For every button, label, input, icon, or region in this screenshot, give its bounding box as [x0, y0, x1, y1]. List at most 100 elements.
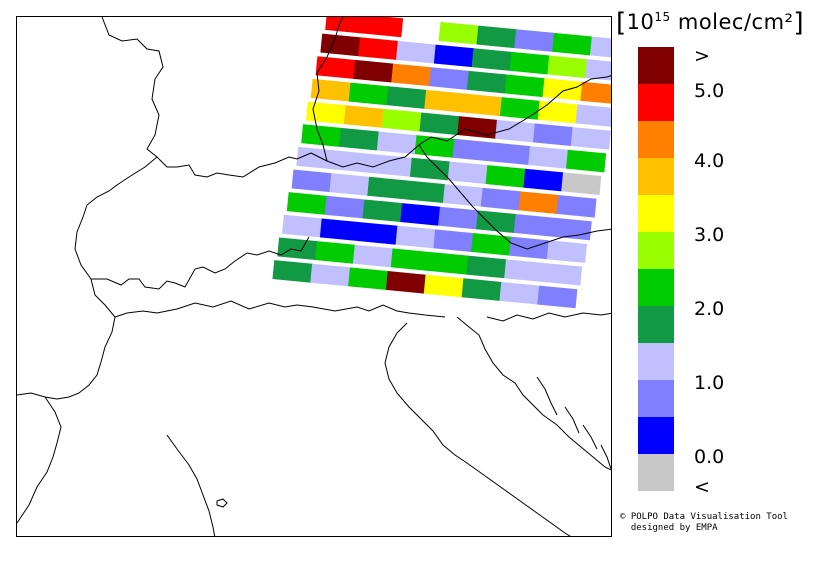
swath-pixel	[471, 233, 512, 256]
legend-tick-label: >	[694, 45, 710, 67]
swath-pixel	[296, 146, 337, 170]
swath-pixel	[306, 101, 347, 125]
legend-tick-label: <	[694, 476, 710, 498]
legend-swatch	[638, 269, 674, 306]
swath-pixel	[542, 78, 583, 101]
swath-pixel	[301, 124, 342, 147]
swath-pixel	[315, 56, 356, 79]
border-slovenia	[486, 312, 611, 322]
legend-tick-label: 5.0	[694, 80, 725, 102]
credit-line-1: © POLPO Data Visualisation Tool	[620, 512, 788, 522]
swath-pixel	[352, 244, 394, 268]
swath-pixel	[585, 59, 611, 82]
swath-pixel	[291, 169, 332, 193]
legend-swatch	[638, 343, 674, 380]
swath-pixel	[565, 149, 607, 173]
swath-pixel	[537, 100, 578, 124]
swath-pixel	[490, 142, 531, 166]
legend-swatch	[638, 158, 674, 195]
legend-title-open-bracket: [	[616, 8, 627, 38]
swath-pixel	[324, 195, 365, 219]
legend-tick-label: 4.0	[694, 150, 725, 172]
border-swiss-south	[74, 156, 310, 290]
swath-pixel	[363, 17, 404, 38]
legend-swatch	[638, 84, 674, 121]
swath-pixel	[329, 173, 370, 196]
swath-pixel	[334, 150, 375, 174]
swath-pixel	[405, 180, 446, 204]
swath-pixel	[570, 127, 611, 150]
croatia-islands	[536, 376, 611, 470]
border-austria	[310, 75, 611, 168]
credit-text: © POLPO Data Visualisation Tool designed…	[620, 512, 788, 534]
swath-pixel	[462, 93, 503, 117]
swath-pixel	[561, 172, 602, 195]
legend-tick-label: 0.0	[694, 446, 725, 468]
swath-pixel	[466, 70, 508, 94]
swath-pixel	[277, 237, 318, 261]
swath-pixel	[385, 271, 427, 294]
swath-pixel	[419, 112, 460, 136]
swath-pixel	[367, 176, 408, 200]
swath-pixel	[409, 157, 451, 181]
swath-pixel	[513, 214, 554, 237]
swath-pixel	[452, 138, 493, 162]
swath-pixel	[523, 168, 564, 192]
legend-title-unit: molec/cm²	[677, 10, 794, 34]
coast-adriatic-west	[384, 322, 571, 536]
coast-istria	[456, 316, 611, 471]
swath-pixel	[514, 29, 555, 52]
swath-pixel	[447, 161, 488, 185]
swath-pixel	[391, 63, 432, 87]
swath-pixel	[433, 44, 475, 68]
legend-tick-label: 3.0	[694, 224, 725, 246]
legend-title-exponent: 15	[654, 10, 671, 24]
swath-pixel	[438, 206, 479, 230]
swath-pixel	[542, 262, 583, 286]
swath-pixel	[362, 199, 403, 223]
legend-swatch	[638, 306, 674, 343]
swath-pixel	[438, 21, 479, 45]
swath-pixel	[485, 165, 526, 188]
swath-pixel	[499, 281, 540, 305]
swath-pixel	[495, 119, 536, 143]
swath-pixel	[372, 154, 413, 177]
swath-pixel	[509, 51, 550, 75]
legend-swatch	[638, 380, 674, 417]
border-italy-north	[114, 300, 446, 318]
swath-pixel	[390, 248, 431, 271]
legend-title: [1015 molec/cm²]	[616, 6, 804, 38]
swath-pixel	[414, 135, 455, 158]
swath-pixel	[424, 89, 465, 113]
swath-pixel	[358, 37, 399, 60]
swath-pixel	[282, 214, 323, 238]
swath-pixel	[547, 55, 588, 79]
coast-tuscany	[166, 434, 216, 536]
legend-swatch	[638, 47, 674, 84]
swath-pixel	[353, 59, 394, 83]
swath-pixel	[556, 195, 597, 218]
swath-pixel	[386, 86, 427, 109]
swath-pixel	[315, 241, 356, 264]
swath-pixel	[499, 97, 541, 120]
border-italy-west	[17, 278, 116, 400]
swath-pixel	[480, 187, 521, 211]
swath-pixel	[348, 267, 389, 290]
swath-pixel	[357, 222, 398, 245]
swath-pixel	[532, 123, 574, 147]
swath-pixel	[528, 146, 569, 169]
swath-pixel	[343, 105, 384, 128]
swath-pixel	[286, 192, 327, 215]
swath-pixel	[518, 191, 559, 214]
swath-pixel	[471, 48, 512, 71]
legend-tick-label: 2.0	[694, 298, 725, 320]
swath-pixel	[504, 74, 545, 98]
swath-pixel	[395, 225, 436, 249]
border-inner-alpine	[418, 144, 611, 250]
swath-pixel	[580, 81, 611, 105]
swath-pixel	[396, 40, 437, 64]
swath-pixel	[400, 203, 441, 226]
swath-pixel	[381, 108, 422, 132]
satellite-swath	[272, 17, 611, 309]
legend-swatch	[638, 232, 674, 269]
